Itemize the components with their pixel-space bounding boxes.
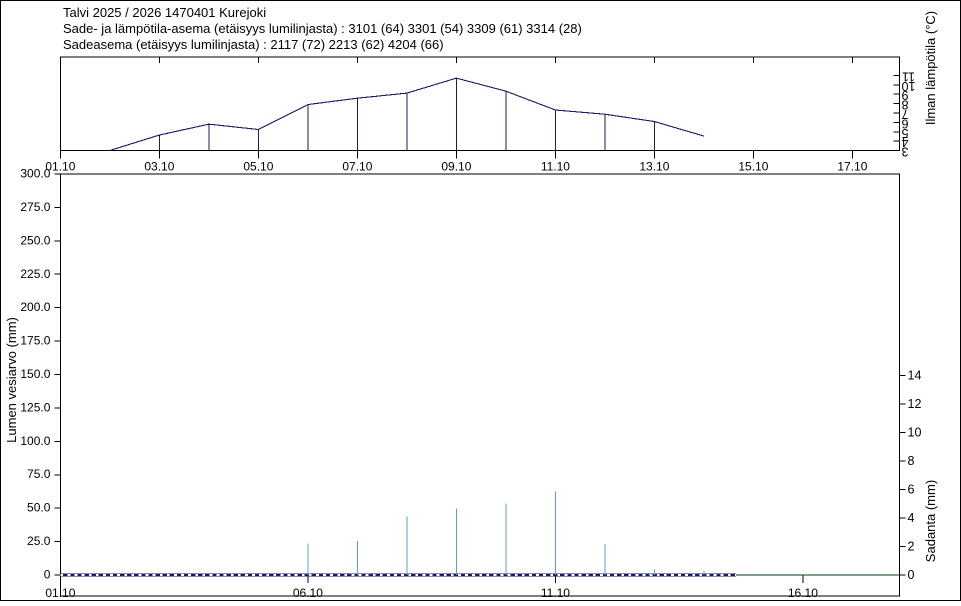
svg-text:Lumen vesiarvo (mm): Lumen vesiarvo (mm) (4, 317, 19, 443)
svg-text:Talvi 2025 / 2026 1470401 Kure: Talvi 2025 / 2026 1470401 Kurejoki (63, 5, 266, 20)
svg-text:11.10: 11.10 (541, 586, 570, 600)
svg-text:125.0: 125.0 (20, 400, 50, 414)
svg-text:13.10: 13.10 (639, 160, 669, 174)
svg-text:300.0: 300.0 (20, 167, 50, 181)
svg-text:05.10: 05.10 (243, 160, 273, 174)
svg-text:50.0: 50.0 (27, 501, 51, 515)
svg-text:10: 10 (908, 426, 922, 440)
svg-text:07.10: 07.10 (342, 160, 372, 174)
svg-text:03.10: 03.10 (144, 160, 174, 174)
svg-text:Sadanta (mm): Sadanta (mm) (923, 480, 938, 562)
svg-text:0: 0 (44, 568, 51, 582)
svg-text:Sade- ja lämpötila-asema (etäi: Sade- ja lämpötila-asema (etäisyys lumil… (63, 21, 582, 36)
svg-text:8: 8 (908, 454, 915, 468)
svg-text:225.0: 225.0 (20, 267, 50, 281)
svg-text:175.0: 175.0 (20, 334, 50, 348)
svg-text:Sadeasema (etäisyys lumilinjas: Sadeasema (etäisyys lumilinjasta) : 2117… (63, 37, 444, 52)
svg-text:4: 4 (908, 511, 915, 525)
svg-text:06.10: 06.10 (293, 586, 323, 600)
svg-text:200.0: 200.0 (20, 300, 50, 314)
svg-text:14: 14 (908, 369, 922, 383)
svg-text:6: 6 (908, 483, 915, 497)
svg-text:75.0: 75.0 (27, 467, 51, 481)
svg-text:15.10: 15.10 (738, 160, 768, 174)
svg-text:250.0: 250.0 (20, 233, 50, 247)
svg-text:17.10: 17.10 (837, 160, 867, 174)
svg-text:0: 0 (908, 568, 915, 582)
svg-text:275.0: 275.0 (20, 200, 50, 214)
svg-text:150.0: 150.0 (20, 367, 50, 381)
svg-text:11: 11 (902, 70, 915, 84)
svg-text:01.10: 01.10 (45, 586, 75, 600)
svg-text:09.10: 09.10 (441, 160, 471, 174)
svg-text:100.0: 100.0 (20, 434, 50, 448)
svg-text:16.10: 16.10 (788, 586, 818, 600)
svg-text:Ilman lämpötila (°C): Ilman lämpötila (°C) (923, 11, 938, 125)
svg-text:12: 12 (908, 397, 922, 411)
svg-text:11.10: 11.10 (541, 160, 570, 174)
svg-text:2: 2 (908, 540, 915, 554)
svg-text:25.0: 25.0 (27, 534, 51, 548)
